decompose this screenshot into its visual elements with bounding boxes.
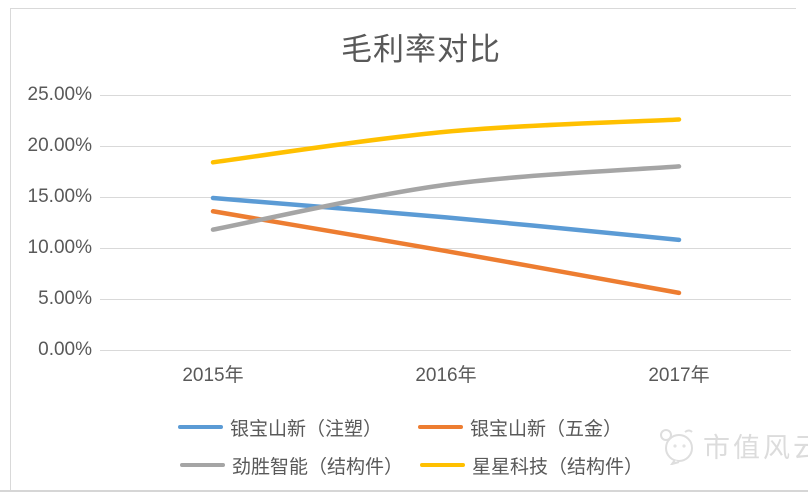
legend-line-swatch xyxy=(178,424,223,430)
legend-item: 星星科技（结构件） xyxy=(420,453,644,478)
y-tick-label: 10.00% xyxy=(27,237,92,258)
gridline xyxy=(100,146,791,147)
gridline xyxy=(100,95,791,96)
legend-label: 银宝山新（注塑） xyxy=(230,418,383,440)
series-line xyxy=(210,164,682,232)
gridline xyxy=(100,248,791,249)
legend-line-swatch xyxy=(180,462,225,468)
chart-frame-left-border xyxy=(10,8,11,490)
legend-label: 银宝山新（五金） xyxy=(470,418,623,440)
x-tick-label: 2016年 xyxy=(415,365,477,386)
legend-item: 劲胜智能（结构件） xyxy=(180,453,404,478)
gridline xyxy=(100,197,791,198)
y-tick-label: 5.00% xyxy=(38,288,92,309)
series-line xyxy=(210,117,682,165)
watermark-text: 市值风云 xyxy=(703,432,808,463)
bottom-divider xyxy=(0,490,808,492)
legend-label: 星星科技（结构件） xyxy=(472,456,644,478)
legend-line-swatch xyxy=(420,462,465,468)
series-line xyxy=(210,195,682,243)
legend-line-swatch xyxy=(418,424,463,430)
x-tick-label: 2017年 xyxy=(648,365,710,386)
gridline xyxy=(100,350,791,351)
y-tick-label: 0.00% xyxy=(38,339,92,360)
watermark-logo-icon xyxy=(660,429,693,465)
x-tick-label: 2015年 xyxy=(182,365,244,386)
chart-frame-top-border xyxy=(10,8,796,9)
y-tick-label: 15.00% xyxy=(27,186,92,207)
series-line xyxy=(210,209,682,296)
legend-item: 银宝山新（五金） xyxy=(418,415,623,440)
watermark: 市值风云 xyxy=(655,425,808,465)
legend-label: 劲胜智能（结构件） xyxy=(232,456,404,478)
gridline xyxy=(100,299,791,300)
legend-item: 银宝山新（注塑） xyxy=(178,415,383,440)
chart-title: 毛利率对比 xyxy=(341,32,501,67)
y-tick-label: 20.00% xyxy=(27,135,92,156)
y-tick-label: 25.00% xyxy=(27,84,92,105)
